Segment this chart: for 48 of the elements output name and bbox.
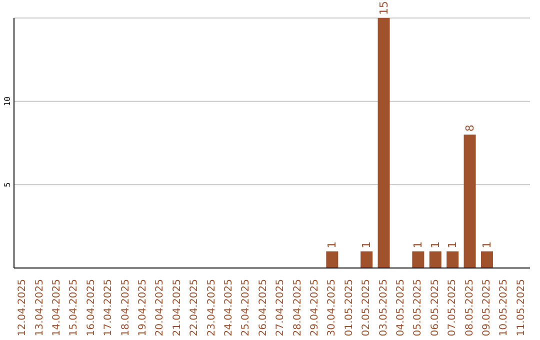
bar bbox=[412, 251, 424, 268]
x-tick-label: 24.04.2025 bbox=[224, 279, 234, 336]
x-tick-label: 08.05.2025 bbox=[464, 279, 476, 336]
x-tick-label: 28.04.2025 bbox=[292, 279, 304, 336]
x-tick-label: 25.04.2025 bbox=[240, 279, 252, 336]
x-tick-label: 04.05.2025 bbox=[396, 279, 406, 336]
x-tick-label: 20.04.2025 bbox=[154, 279, 166, 336]
bar bbox=[464, 134, 476, 268]
bar bbox=[378, 18, 390, 268]
x-tick-label: 01.05.2025 bbox=[344, 279, 355, 336]
x-tick-label: 26.04.2025 bbox=[258, 279, 269, 336]
x-tick-label: 06.05.2025 bbox=[430, 279, 441, 336]
x-tick-label: 05.05.2025 bbox=[412, 279, 424, 336]
x-tick-label: 13.04.2025 bbox=[34, 279, 46, 336]
bar bbox=[360, 251, 373, 268]
data-label: 1 bbox=[428, 241, 442, 248]
x-tick-label: 23.04.2025 bbox=[206, 279, 218, 336]
x-tick-label: 17.04.2025 bbox=[103, 279, 114, 336]
data-label: 8 bbox=[463, 124, 476, 132]
x-tick-label: 02.05.2025 bbox=[361, 279, 372, 336]
x-tick-label: 12.04.2025 bbox=[17, 279, 28, 336]
y-tick-label: 5 bbox=[3, 182, 12, 188]
data-label: 1 bbox=[326, 241, 339, 248]
x-tick-label: 07.05.2025 bbox=[447, 279, 458, 336]
x-tick-label: 09.05.2025 bbox=[482, 279, 492, 336]
data-label: 1 bbox=[446, 241, 460, 248]
x-tick-label: 29.04.2025 bbox=[310, 279, 320, 336]
bar bbox=[326, 251, 338, 268]
data-label: 1 bbox=[480, 241, 494, 248]
x-tick-label: 10.05.2025 bbox=[498, 279, 510, 336]
bar bbox=[480, 251, 493, 268]
x-tick-label: 30.04.2025 bbox=[326, 279, 338, 336]
data-label: 15 bbox=[377, 1, 390, 15]
x-tick-label: 11.05.2025 bbox=[516, 279, 527, 336]
bar bbox=[446, 251, 459, 268]
x-tick-label: 14.04.2025 bbox=[52, 279, 62, 336]
x-tick-label: 16.04.2025 bbox=[86, 279, 97, 336]
data-label: 1 bbox=[412, 241, 425, 248]
y-tick-label: 10 bbox=[3, 96, 12, 106]
x-tick-label: 27.04.2025 bbox=[275, 279, 286, 336]
x-tick-label: 03.05.2025 bbox=[378, 279, 390, 336]
x-tick-label: 15.04.2025 bbox=[68, 279, 80, 336]
x-tick-label: 18.04.2025 bbox=[120, 279, 132, 336]
bar bbox=[429, 251, 442, 268]
x-tick-label: 21.04.2025 bbox=[172, 279, 183, 336]
x-tick-label: 22.04.2025 bbox=[189, 279, 200, 336]
data-label: 1 bbox=[360, 241, 374, 248]
x-tick-label: 19.04.2025 bbox=[138, 279, 148, 336]
